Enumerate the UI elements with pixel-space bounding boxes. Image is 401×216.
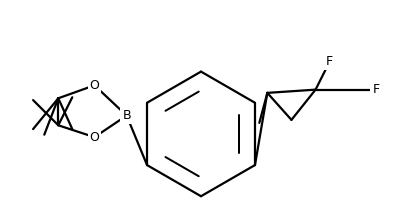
Text: B: B xyxy=(122,109,131,122)
Text: O: O xyxy=(89,131,99,144)
Text: F: F xyxy=(371,83,379,96)
Text: F: F xyxy=(325,55,332,68)
Text: O: O xyxy=(89,79,99,92)
